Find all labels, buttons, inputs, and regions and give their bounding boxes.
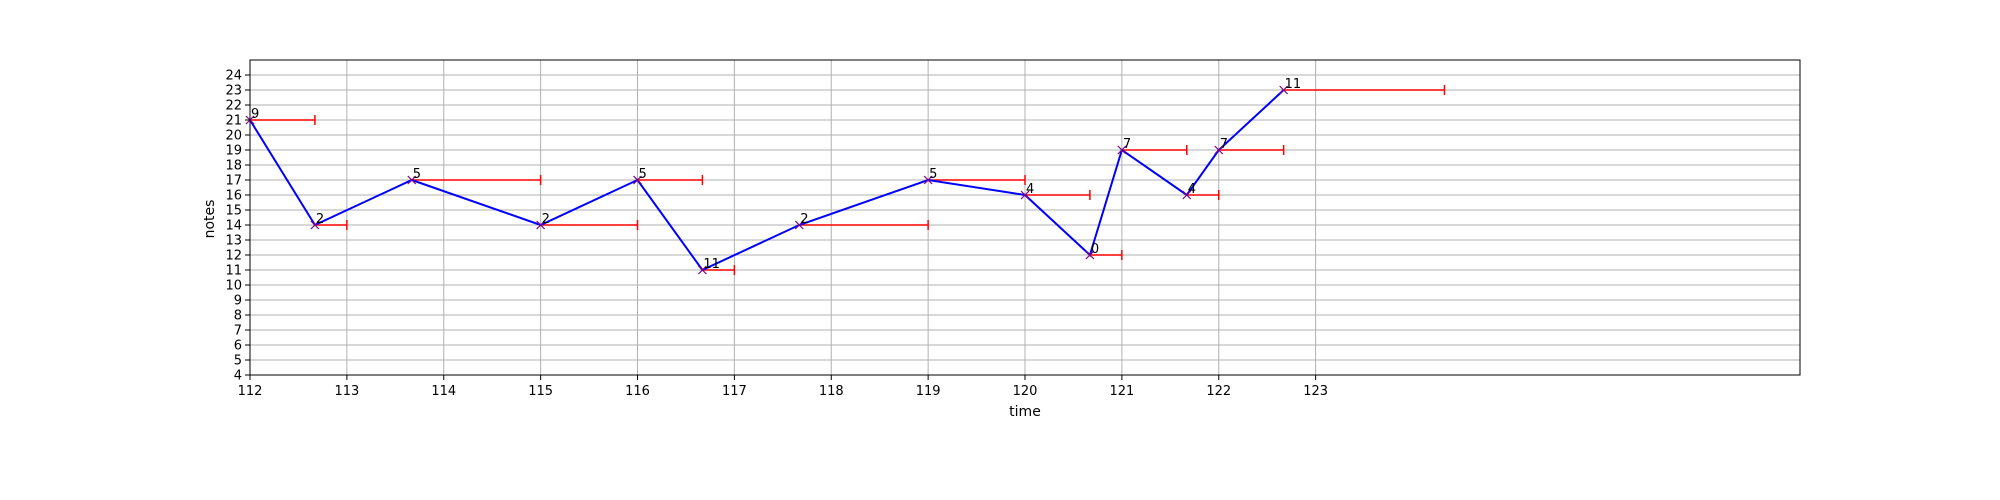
y-tick-label: 14 bbox=[225, 219, 242, 234]
x-tick-label: 123 bbox=[1303, 384, 1328, 399]
data-point-marker bbox=[536, 220, 546, 230]
y-tick-label: 8 bbox=[234, 309, 242, 324]
y-tick-label: 23 bbox=[225, 84, 242, 99]
data-point-label: 2 bbox=[542, 212, 550, 227]
x-tick-label: 120 bbox=[1013, 384, 1038, 399]
x-tick-label: 121 bbox=[1109, 384, 1134, 399]
y-tick-label: 22 bbox=[225, 99, 242, 114]
data-point-label: 4 bbox=[1188, 182, 1196, 197]
data-point-marker bbox=[310, 220, 320, 230]
data-point-label: 5 bbox=[639, 167, 647, 182]
data-point-label: 7 bbox=[1123, 137, 1131, 152]
grid bbox=[249, 60, 1800, 376]
y-axis-label: notes bbox=[202, 200, 218, 239]
data-point-label: 11 bbox=[703, 257, 720, 272]
data-point-marker bbox=[1279, 85, 1289, 95]
y-tick-label: 21 bbox=[225, 114, 242, 129]
x-axis-label: time bbox=[1009, 404, 1041, 420]
x-tick-label: 119 bbox=[916, 384, 941, 399]
data-point-marker bbox=[923, 175, 933, 185]
x-tick-label: 122 bbox=[1206, 384, 1231, 399]
data-point-marker bbox=[697, 265, 707, 275]
y-tick-label: 15 bbox=[225, 204, 242, 219]
data-point-marker bbox=[633, 175, 642, 185]
y-tick-label: 5 bbox=[234, 354, 242, 369]
data-point-label: 5 bbox=[929, 167, 937, 182]
y-tick-label: 4 bbox=[234, 369, 242, 384]
x-axis-ticks: 112 113 114 115 116 117 118 119 120 121 122 123 bbox=[238, 375, 1328, 399]
data-point-label: 2 bbox=[800, 212, 808, 227]
y-tick-label: 13 bbox=[225, 234, 242, 249]
y-tick-label: 19 bbox=[225, 144, 242, 159]
x-tick-label: 112 bbox=[238, 384, 263, 399]
y-tick-label: 11 bbox=[225, 264, 242, 279]
data-point-label: 0 bbox=[1091, 242, 1099, 257]
x-tick-label: 117 bbox=[722, 384, 747, 399]
x-tick-label: 115 bbox=[528, 384, 553, 399]
plot-area-frame bbox=[249, 59, 1801, 376]
data-point-label: 11 bbox=[1285, 77, 1302, 92]
data-point-marker bbox=[1085, 250, 1095, 260]
data-point-marker bbox=[794, 220, 804, 230]
data-point-marker bbox=[1020, 190, 1030, 200]
y-tick-label: 18 bbox=[225, 159, 242, 174]
data-point-label: 5 bbox=[413, 167, 421, 182]
data-point-label: 2 bbox=[316, 212, 324, 227]
x-tick-label: 118 bbox=[819, 384, 844, 399]
data-point-marker bbox=[1117, 145, 1127, 155]
data-point-marker bbox=[407, 175, 417, 185]
y-tick-label: 16 bbox=[225, 189, 242, 204]
y-tick-label: 10 bbox=[225, 279, 242, 294]
series-polyline bbox=[249, 89, 1285, 272]
x-tick-label: 116 bbox=[625, 384, 650, 399]
y-tick-label: 7 bbox=[234, 324, 242, 339]
data-point-label: 9 bbox=[251, 107, 259, 122]
data-point-label: 4 bbox=[1026, 182, 1034, 197]
series-line bbox=[249, 89, 1285, 272]
x-tick-label: 114 bbox=[431, 384, 456, 399]
y-tick-label: 17 bbox=[225, 174, 242, 189]
y-tick-label: 9 bbox=[234, 294, 242, 309]
data-point-marker bbox=[1182, 190, 1192, 200]
y-tick-label: 12 bbox=[225, 249, 242, 264]
y-tick-label: 24 bbox=[225, 69, 242, 84]
data-markers bbox=[245, 85, 1289, 275]
y-tick-label: 20 bbox=[225, 129, 242, 144]
data-point-marker bbox=[1214, 145, 1224, 155]
x-tick-label: 113 bbox=[334, 384, 359, 399]
duration-bars bbox=[250, 85, 1446, 275]
y-tick-label: 6 bbox=[234, 339, 242, 354]
data-labels: 9 2 5 2 5 11 2 5 4 0 7 4 7 11 bbox=[251, 77, 1301, 272]
data-point-label: 7 bbox=[1220, 137, 1228, 152]
